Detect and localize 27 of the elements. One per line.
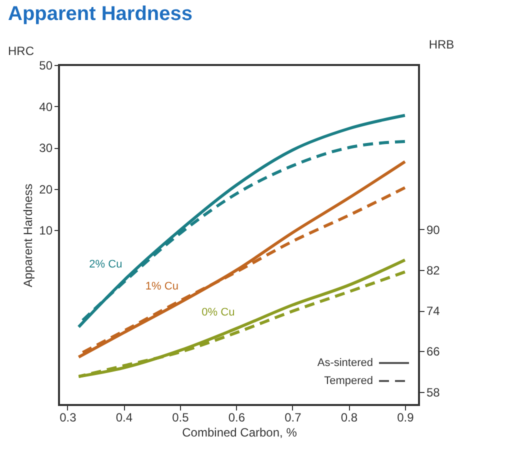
x-axis-title: Combined Carbon, % bbox=[182, 426, 298, 440]
y2-tick-label: 58 bbox=[426, 385, 440, 400]
y-tick-label: 40 bbox=[39, 100, 53, 114]
series-label: 0% Cu bbox=[202, 306, 235, 319]
text: HRC bbox=[8, 44, 34, 58]
x-tick-label: 0.5 bbox=[172, 410, 190, 424]
y-tick-label: 20 bbox=[39, 182, 53, 196]
chart-title: Apparent Hardness bbox=[8, 3, 192, 25]
annotation: As-sintered bbox=[317, 357, 373, 369]
x-tick-label: 0.9 bbox=[397, 410, 414, 424]
y2-tick-label: 90 bbox=[426, 222, 440, 237]
y-axis-title: Apparent Hardness bbox=[21, 184, 36, 288]
annotation: Tempered bbox=[324, 375, 373, 387]
y2-tick-label: 66 bbox=[426, 344, 440, 359]
y-tick-label: 50 bbox=[39, 58, 53, 72]
series-label: 2% Cu bbox=[89, 258, 122, 271]
x-tick-label: 0.6 bbox=[228, 410, 246, 424]
x-tick-label: 0.3 bbox=[60, 410, 77, 424]
y-tick-label: 10 bbox=[39, 224, 53, 238]
y2-tick-label: 82 bbox=[426, 264, 440, 278]
y-tick-label: 30 bbox=[39, 141, 53, 156]
x-tick-label: 0.4 bbox=[116, 410, 133, 424]
y2-tick-label: 74 bbox=[426, 304, 440, 318]
series-label: 1% Cu bbox=[145, 280, 178, 293]
x-tick-label: 0.7 bbox=[284, 410, 302, 424]
y2-axis-title: HRB bbox=[428, 38, 454, 52]
x-tick-label: 0.8 bbox=[340, 410, 358, 424]
